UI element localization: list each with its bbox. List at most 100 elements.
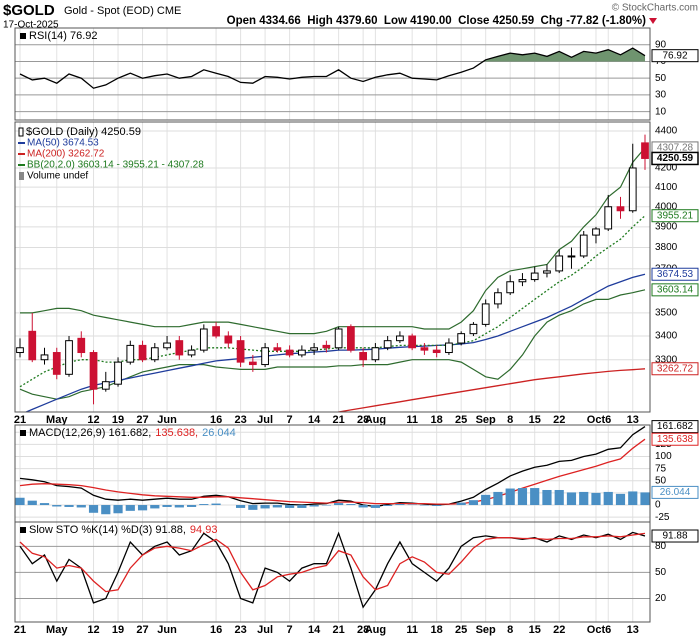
candle-body [592, 228, 600, 236]
y-tick-label: 3300 [655, 354, 678, 365]
x-tick-label: 15 [529, 414, 541, 426]
histogram-bar [395, 504, 405, 506]
candle-body [641, 142, 649, 159]
candle-body [383, 340, 392, 349]
candle-body [543, 270, 551, 274]
candle-body [334, 328, 343, 349]
candle-body [445, 342, 453, 354]
x-tick-label: 11 [406, 624, 418, 636]
x-tick-label: 19 [112, 414, 124, 426]
value-tag [651, 420, 699, 434]
histogram-bar [530, 488, 540, 506]
legend-swatch [20, 33, 26, 39]
x-tick-label: Oct [587, 414, 606, 426]
value-tag-label: 4250.59 [657, 153, 694, 164]
value-tag [651, 485, 699, 499]
candle-body [285, 349, 294, 356]
x-tick-label: 7 [287, 624, 293, 636]
candle-body [567, 255, 576, 258]
series-line [334, 368, 646, 412]
x-tick-label: Aug [365, 414, 386, 426]
histogram-bar [468, 500, 479, 506]
value-tag-label: 26.044 [660, 487, 691, 498]
y-tick-label: 100 [655, 451, 672, 462]
value-tag [651, 362, 699, 376]
candle-body [187, 349, 196, 356]
value-tag-label: 3674.53 [657, 269, 694, 280]
histogram-bar [432, 505, 442, 506]
candle-body [506, 281, 515, 294]
candle-body [150, 347, 159, 361]
candle-body [126, 344, 135, 363]
histogram-bar [162, 505, 172, 507]
y-tick-label: 30 [655, 90, 667, 101]
legend-label: MACD(12,26,9) 161.682, [29, 427, 151, 439]
candle-body [163, 342, 171, 349]
legend-label: 135.638, [155, 427, 198, 439]
series-line [24, 273, 646, 412]
histogram-bar [297, 505, 307, 508]
y-tick-label: 20 [655, 593, 667, 604]
plot-area [15, 426, 650, 515]
x-tick-label: 12 [87, 414, 99, 426]
series-line [19, 215, 646, 388]
candle-body [347, 326, 355, 351]
x-tick-label: 18 [431, 624, 443, 636]
x-tick-label: 14 [308, 624, 321, 636]
histogram-bar [591, 492, 601, 506]
y-tick-label: 0 [655, 500, 661, 511]
x-tick-label: Sep [476, 624, 496, 636]
x-tick-label: 14 [308, 414, 321, 426]
x-tick-label: May [46, 414, 68, 426]
candle-body [310, 347, 318, 351]
panel-frame [14, 121, 651, 413]
legend-swatch [20, 430, 26, 436]
histogram-bar [15, 497, 25, 506]
candle-body [40, 354, 49, 361]
x-tick-label: Jul [257, 624, 273, 636]
candle-body [101, 381, 110, 390]
histogram-bar [358, 505, 368, 508]
histogram-bar [346, 504, 356, 506]
histogram-bar [27, 500, 37, 506]
candle-body [273, 347, 282, 351]
plot-area [19, 531, 646, 609]
candle-body [114, 361, 122, 385]
x-tick-label: 19 [112, 624, 124, 636]
histogram-bar [370, 505, 380, 508]
candle-body [616, 206, 625, 212]
series-line [19, 47, 646, 89]
legend-swatch [19, 172, 24, 180]
x-tick-label: Jun [157, 414, 177, 426]
candle-body [530, 272, 539, 281]
date: 17-Oct-2025 [3, 20, 59, 31]
x-tick-label: 18 [431, 414, 443, 426]
x-tick-label: 28 [357, 414, 369, 426]
candle-body [628, 167, 637, 212]
candle-body [175, 340, 184, 356]
x-tick-label: 15 [529, 624, 541, 636]
histogram-bar [260, 505, 270, 509]
x-tick-label: Sep [476, 414, 496, 426]
value-tag-label: 3262.72 [657, 363, 694, 374]
legend-label: Volume undef [27, 171, 88, 182]
x-tick-label: 12 [87, 624, 99, 636]
histogram-bar [125, 505, 135, 511]
value-tag-label: 76.92 [662, 50, 687, 61]
series-line [19, 532, 646, 593]
candle-body [89, 352, 98, 390]
histogram-bar [383, 505, 393, 506]
y-tick-label: 50 [655, 73, 667, 84]
histogram-bar [211, 503, 221, 506]
value-tag [651, 283, 699, 297]
x-tick-label: 11 [406, 414, 418, 426]
legend-label: MA(200) 3262.72 [27, 149, 105, 160]
histogram-bar [285, 505, 295, 508]
histogram-bar [542, 489, 552, 506]
candle-body [65, 340, 73, 375]
histogram-bar [235, 505, 246, 508]
histogram-bar [456, 502, 466, 506]
candle-body [579, 234, 588, 257]
x-tick-label: 27 [136, 624, 148, 636]
